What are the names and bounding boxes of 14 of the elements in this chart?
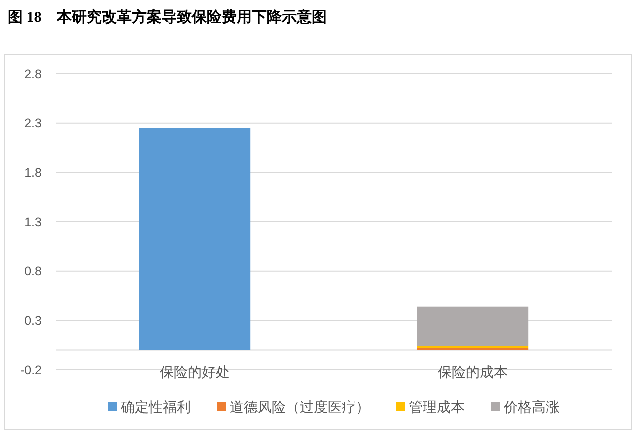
legend-label: 确定性福利 [120,398,191,415]
y-tick-label: 0.8 [24,264,42,279]
y-tick-label: 1.8 [24,166,42,180]
y-tick-label: 2.8 [24,67,42,82]
y-tick-label: 1.3 [24,215,42,230]
x-tick-label: 保险的成本 [438,364,508,380]
legend-label: 道德风险（过度医疗） [230,398,370,415]
y-tick-label: 2.3 [24,116,42,131]
legend-label: 管理成本 [409,398,465,415]
chart-title: 图 18 本研究改革方案导致保险费用下降示意图 [8,8,327,26]
y-tick-label: -0.2 [20,363,42,378]
x-tick-label: 保险的好处 [160,364,230,380]
y-tick-label: 0.3 [24,314,42,328]
legend-label: 价格高涨 [503,398,560,415]
